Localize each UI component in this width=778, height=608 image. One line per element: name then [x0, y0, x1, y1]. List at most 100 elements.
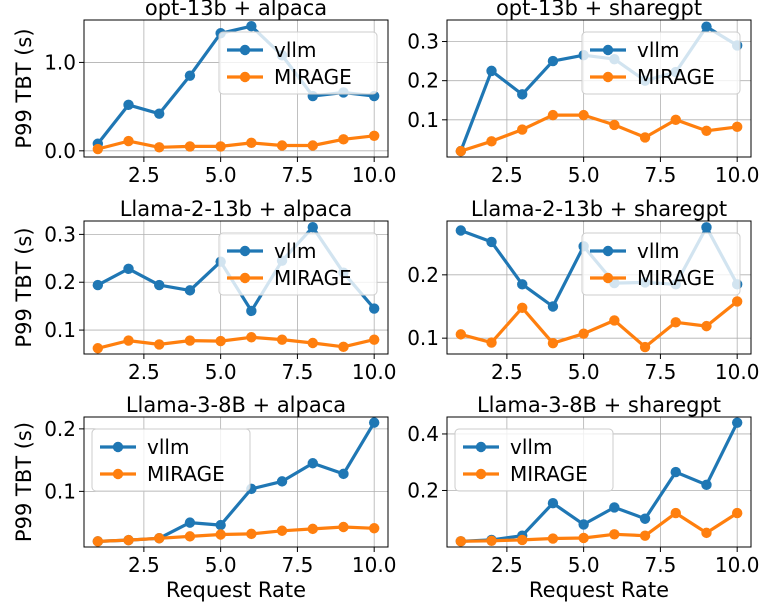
data-point-mirage [368, 334, 380, 345]
data-point-vllm [670, 466, 681, 478]
data-point-mirage [184, 335, 196, 346]
x-tick-label: 7.5 [645, 163, 677, 187]
subplot-title: Llama-3-8B + alpaca [126, 393, 346, 417]
legend-label-mirage: MIRAGE [274, 65, 352, 89]
data-point-vllm [486, 65, 497, 77]
data-point-vllm [92, 279, 104, 291]
data-point-mirage [670, 317, 681, 328]
legend: vllm MIRAGE [218, 31, 378, 95]
data-point-mirage [215, 529, 226, 540]
data-point-mirage [609, 315, 620, 326]
data-point-mirage [455, 329, 467, 340]
legend-marker-vllm [602, 245, 614, 257]
legend: vllm MIRAGE [581, 31, 741, 95]
y-tick-label: 0.0 [44, 139, 76, 163]
data-point-mirage [276, 334, 288, 345]
x-tick-label: 2.5 [491, 163, 523, 187]
data-point-mirage [547, 533, 559, 544]
legend-label-mirage: MIRAGE [274, 266, 352, 290]
data-point-mirage [338, 521, 349, 533]
x-tick-label: 10.0 [715, 553, 760, 577]
legend-label-vllm: vllm [274, 239, 316, 263]
x-tick-label: 10.0 [715, 360, 760, 384]
data-point-vllm [246, 20, 257, 32]
y-tick-label: 0.2 [407, 263, 439, 287]
x-tick-label: 5.0 [568, 163, 600, 187]
series-line-mirage [97, 335, 375, 350]
data-point-mirage [547, 109, 559, 121]
legend-marker-mirage [239, 272, 251, 284]
legend-label-vllm: vllm [147, 435, 189, 459]
data-point-mirage [123, 335, 134, 346]
data-point-vllm [517, 279, 528, 290]
data-point-mirage [92, 143, 104, 155]
data-point-mirage [215, 141, 226, 152]
x-tick-label: 7.5 [645, 360, 677, 384]
data-point-mirage [154, 142, 165, 153]
x-tick-label: 7.5 [282, 553, 314, 577]
legend: vllm MIRAGE [581, 232, 741, 296]
data-point-mirage [578, 109, 589, 121]
x-tick-label: 5.0 [568, 360, 600, 384]
data-point-vllm [517, 89, 528, 100]
data-point-vllm [701, 21, 712, 32]
y-tick-label: 0.1 [44, 479, 76, 503]
data-point-vllm [547, 55, 559, 67]
data-point-mirage [639, 341, 651, 353]
data-point-vllm [338, 468, 349, 480]
y-tick-label: 0.1 [407, 108, 439, 132]
legend-marker-vllm [602, 44, 614, 56]
data-point-mirage [578, 532, 589, 544]
data-point-mirage [517, 534, 528, 546]
data-point-mirage [517, 124, 528, 135]
y-tick-label: 0.1 [407, 326, 439, 350]
data-point-mirage [368, 523, 380, 534]
legend-marker-vllm [239, 44, 251, 56]
data-point-vllm [123, 263, 134, 275]
data-point-mirage [92, 343, 104, 354]
legend-marker-mirage [602, 272, 614, 284]
data-point-mirage [307, 337, 318, 349]
data-point-mirage [246, 332, 257, 343]
data-point-vllm [307, 222, 318, 233]
x-tick-label: 2.5 [128, 163, 160, 187]
y-tick-label: 1.0 [44, 50, 76, 74]
subplot-title: Llama-2-13b + sharegpt [471, 197, 727, 221]
x-tick-label: 2.5 [491, 553, 523, 577]
data-point-mirage [731, 296, 743, 307]
subplot-title: Llama-3-8B + sharegpt [477, 393, 721, 417]
subplot-4: 2.5 5.0 7.5 10.0 0.1 0.2 Llama-2-13b + sharegp… [407, 197, 759, 384]
legend-label-mirage: MIRAGE [510, 462, 588, 486]
subplot-1: 2.5 5.0 7.5 10.0 0.0 1.0 opt-13b + alpaca vllm M… [12, 0, 396, 187]
subplot-2: 2.5 5.0 7.5 10.0 0.1 0.2 0.3 opt-13b + sharegpt… [407, 0, 759, 187]
data-point-mirage [184, 531, 196, 542]
plot-frame [83, 416, 389, 548]
data-point-vllm [547, 301, 559, 312]
legend-label-mirage: MIRAGE [147, 462, 225, 486]
legend: vllm MIRAGE [454, 428, 614, 492]
data-point-vllm [123, 99, 134, 111]
data-point-mirage [338, 134, 349, 145]
series-line-mirage [460, 300, 739, 349]
data-point-mirage [731, 121, 743, 133]
data-point-mirage [486, 535, 497, 546]
data-point-mirage [701, 320, 712, 332]
x-tick-label: 2.5 [128, 553, 160, 577]
subplot-3: 2.5 5.0 7.5 10.0 0.1 0.2 0.3 Llama-2-13b + alpa… [12, 197, 396, 384]
data-point-mirage [547, 338, 559, 349]
x-tick-label: 5.0 [205, 360, 237, 384]
data-point-mirage [307, 140, 318, 151]
data-point-mirage [215, 335, 226, 347]
data-point-mirage [517, 302, 528, 313]
series-line-mirage [460, 511, 739, 543]
data-point-mirage [92, 536, 104, 547]
legend: vllm MIRAGE [91, 428, 251, 492]
data-point-mirage [486, 337, 497, 348]
plot-frame [446, 416, 752, 548]
series-line-vllm [460, 421, 739, 543]
legend-marker-mirage [602, 71, 614, 83]
plot-frame [446, 19, 752, 158]
data-point-vllm [307, 458, 318, 469]
data-point-vllm [578, 519, 589, 530]
x-tick-label: 2.5 [491, 360, 523, 384]
